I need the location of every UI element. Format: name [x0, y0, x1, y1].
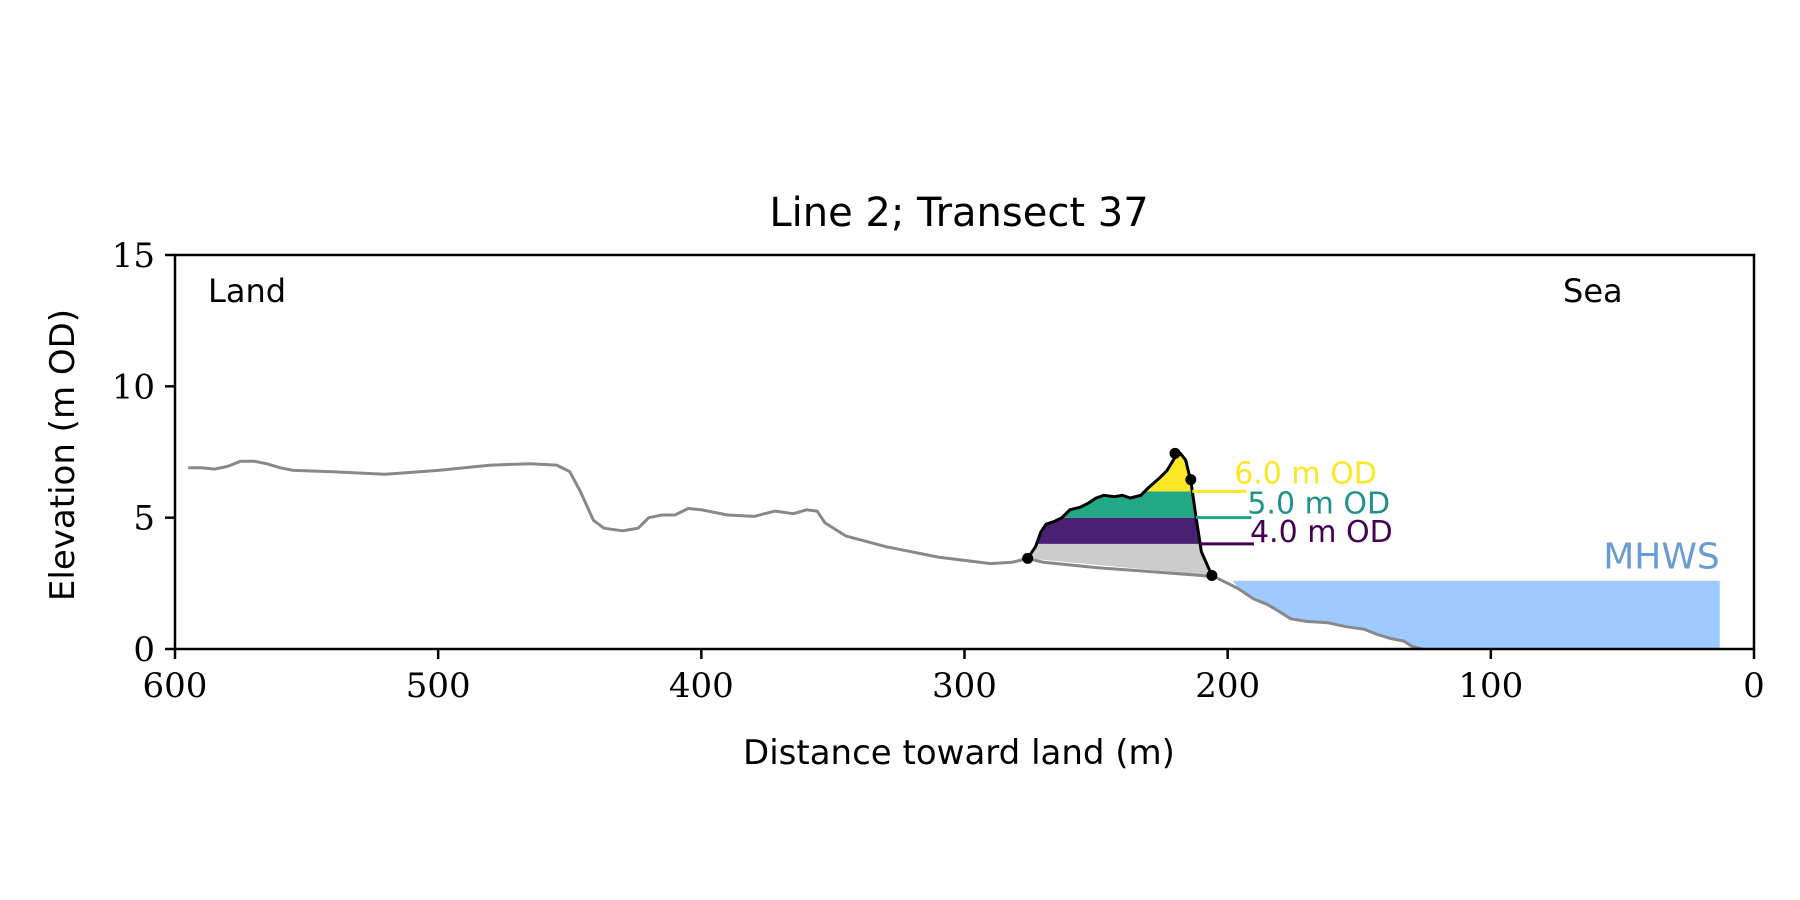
- profile-line: [188, 459, 1423, 651]
- level-label-0: 6.0 m OD: [1234, 456, 1377, 491]
- x-tick-label-3: 300: [932, 666, 997, 706]
- dune-band-4-5: [1036, 517, 1201, 544]
- dune-base-area: [1027, 543, 1212, 576]
- x-tick-label-6: 0: [1743, 666, 1765, 706]
- dune-marker-3: [1206, 569, 1218, 581]
- level-label-1: 5.0 m OD: [1247, 487, 1390, 522]
- dune-outline: [1026, 451, 1214, 577]
- mhws-label: MHWS: [1603, 537, 1720, 578]
- x-tick-label-0: 600: [143, 666, 208, 706]
- x-axis-label: Distance toward land (m): [743, 733, 1175, 773]
- x-tick-label-1: 500: [406, 666, 471, 706]
- x-tick-label-4: 200: [1195, 666, 1260, 706]
- dune-marker-2: [1185, 474, 1197, 486]
- dune-marker-1: [1169, 447, 1181, 459]
- plot-area: 6.0 m OD5.0 m OD4.0 m OD MHWS: [188, 447, 1720, 651]
- level-label-2: 4.0 m OD: [1250, 515, 1393, 550]
- y-tick-label-1: 5: [133, 499, 155, 539]
- y-tick-label-0: 0: [133, 630, 155, 670]
- axes: 600 500 400 300 200 100 0 0 5 10 15: [112, 236, 1765, 706]
- x-tick-label-2: 400: [669, 666, 734, 706]
- y-axis-label: Elevation (m OD): [43, 309, 83, 601]
- dune-band-5-6: [1061, 491, 1197, 518]
- y-tick-label-3: 15: [112, 236, 155, 276]
- mhws-water-area: [1232, 580, 1720, 649]
- sea-annotation: Sea: [1563, 272, 1623, 310]
- chart-title: Line 2; Transect 37: [769, 190, 1148, 236]
- dune-marker-0: [1022, 552, 1034, 564]
- land-annotation: Land: [208, 272, 286, 310]
- x-tick-label-5: 100: [1458, 666, 1523, 706]
- y-tick-label-2: 10: [112, 367, 155, 407]
